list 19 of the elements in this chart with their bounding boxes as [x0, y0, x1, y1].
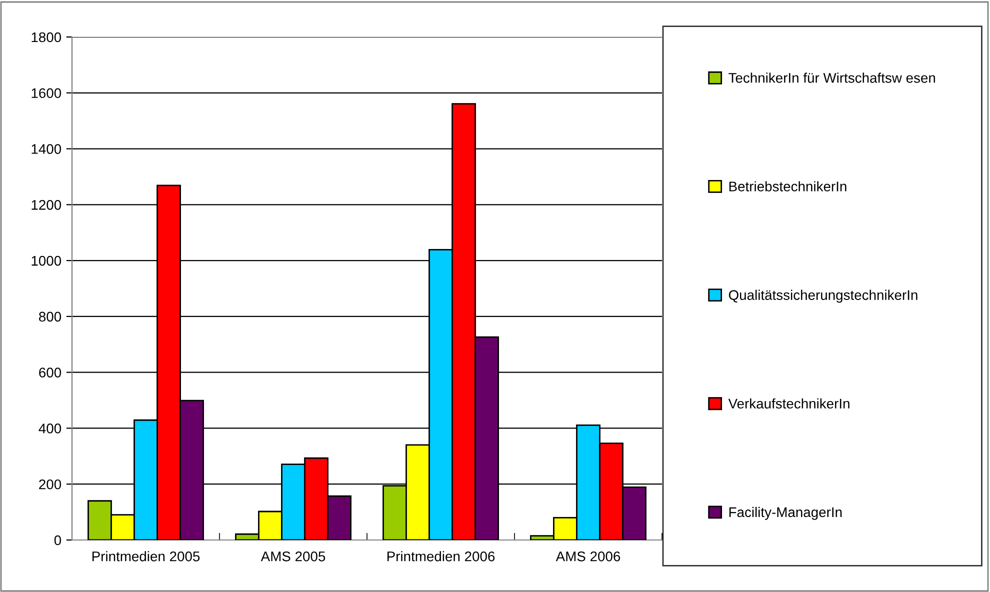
legend-label: TechnikerIn für Wirtschaftsw esen: [728, 72, 936, 83]
legend-label: VerkaufstechnikerIn: [728, 398, 850, 409]
legend-label: BetriebstechnikerIn: [729, 181, 846, 192]
legend-label: Facility-ManagerIn: [729, 506, 842, 520]
x-tick-label: Printmedien 2005: [92, 551, 200, 562]
y-tick-label: 1600: [32, 88, 62, 98]
y-tick-label: 1800: [32, 32, 62, 42]
legend-label: QualitätssicherungstechnikerIn: [728, 290, 918, 303]
y-tick-label: 400: [38, 424, 62, 434]
y-tick-label: 800: [39, 312, 62, 322]
x-tick-label: AMS 2005: [260, 551, 326, 562]
y-tick-label: 1000: [32, 256, 62, 266]
x-tick-label: AMS 2006: [556, 551, 620, 562]
y-tick-label: 1200: [32, 200, 62, 210]
y-tick-label: 1400: [32, 144, 62, 154]
y-tick-label: 600: [39, 368, 62, 378]
x-tick-label: Printmedien 2006: [387, 551, 495, 562]
y-tick-label: 0: [54, 535, 62, 546]
y-tick-label: 200: [39, 479, 62, 490]
